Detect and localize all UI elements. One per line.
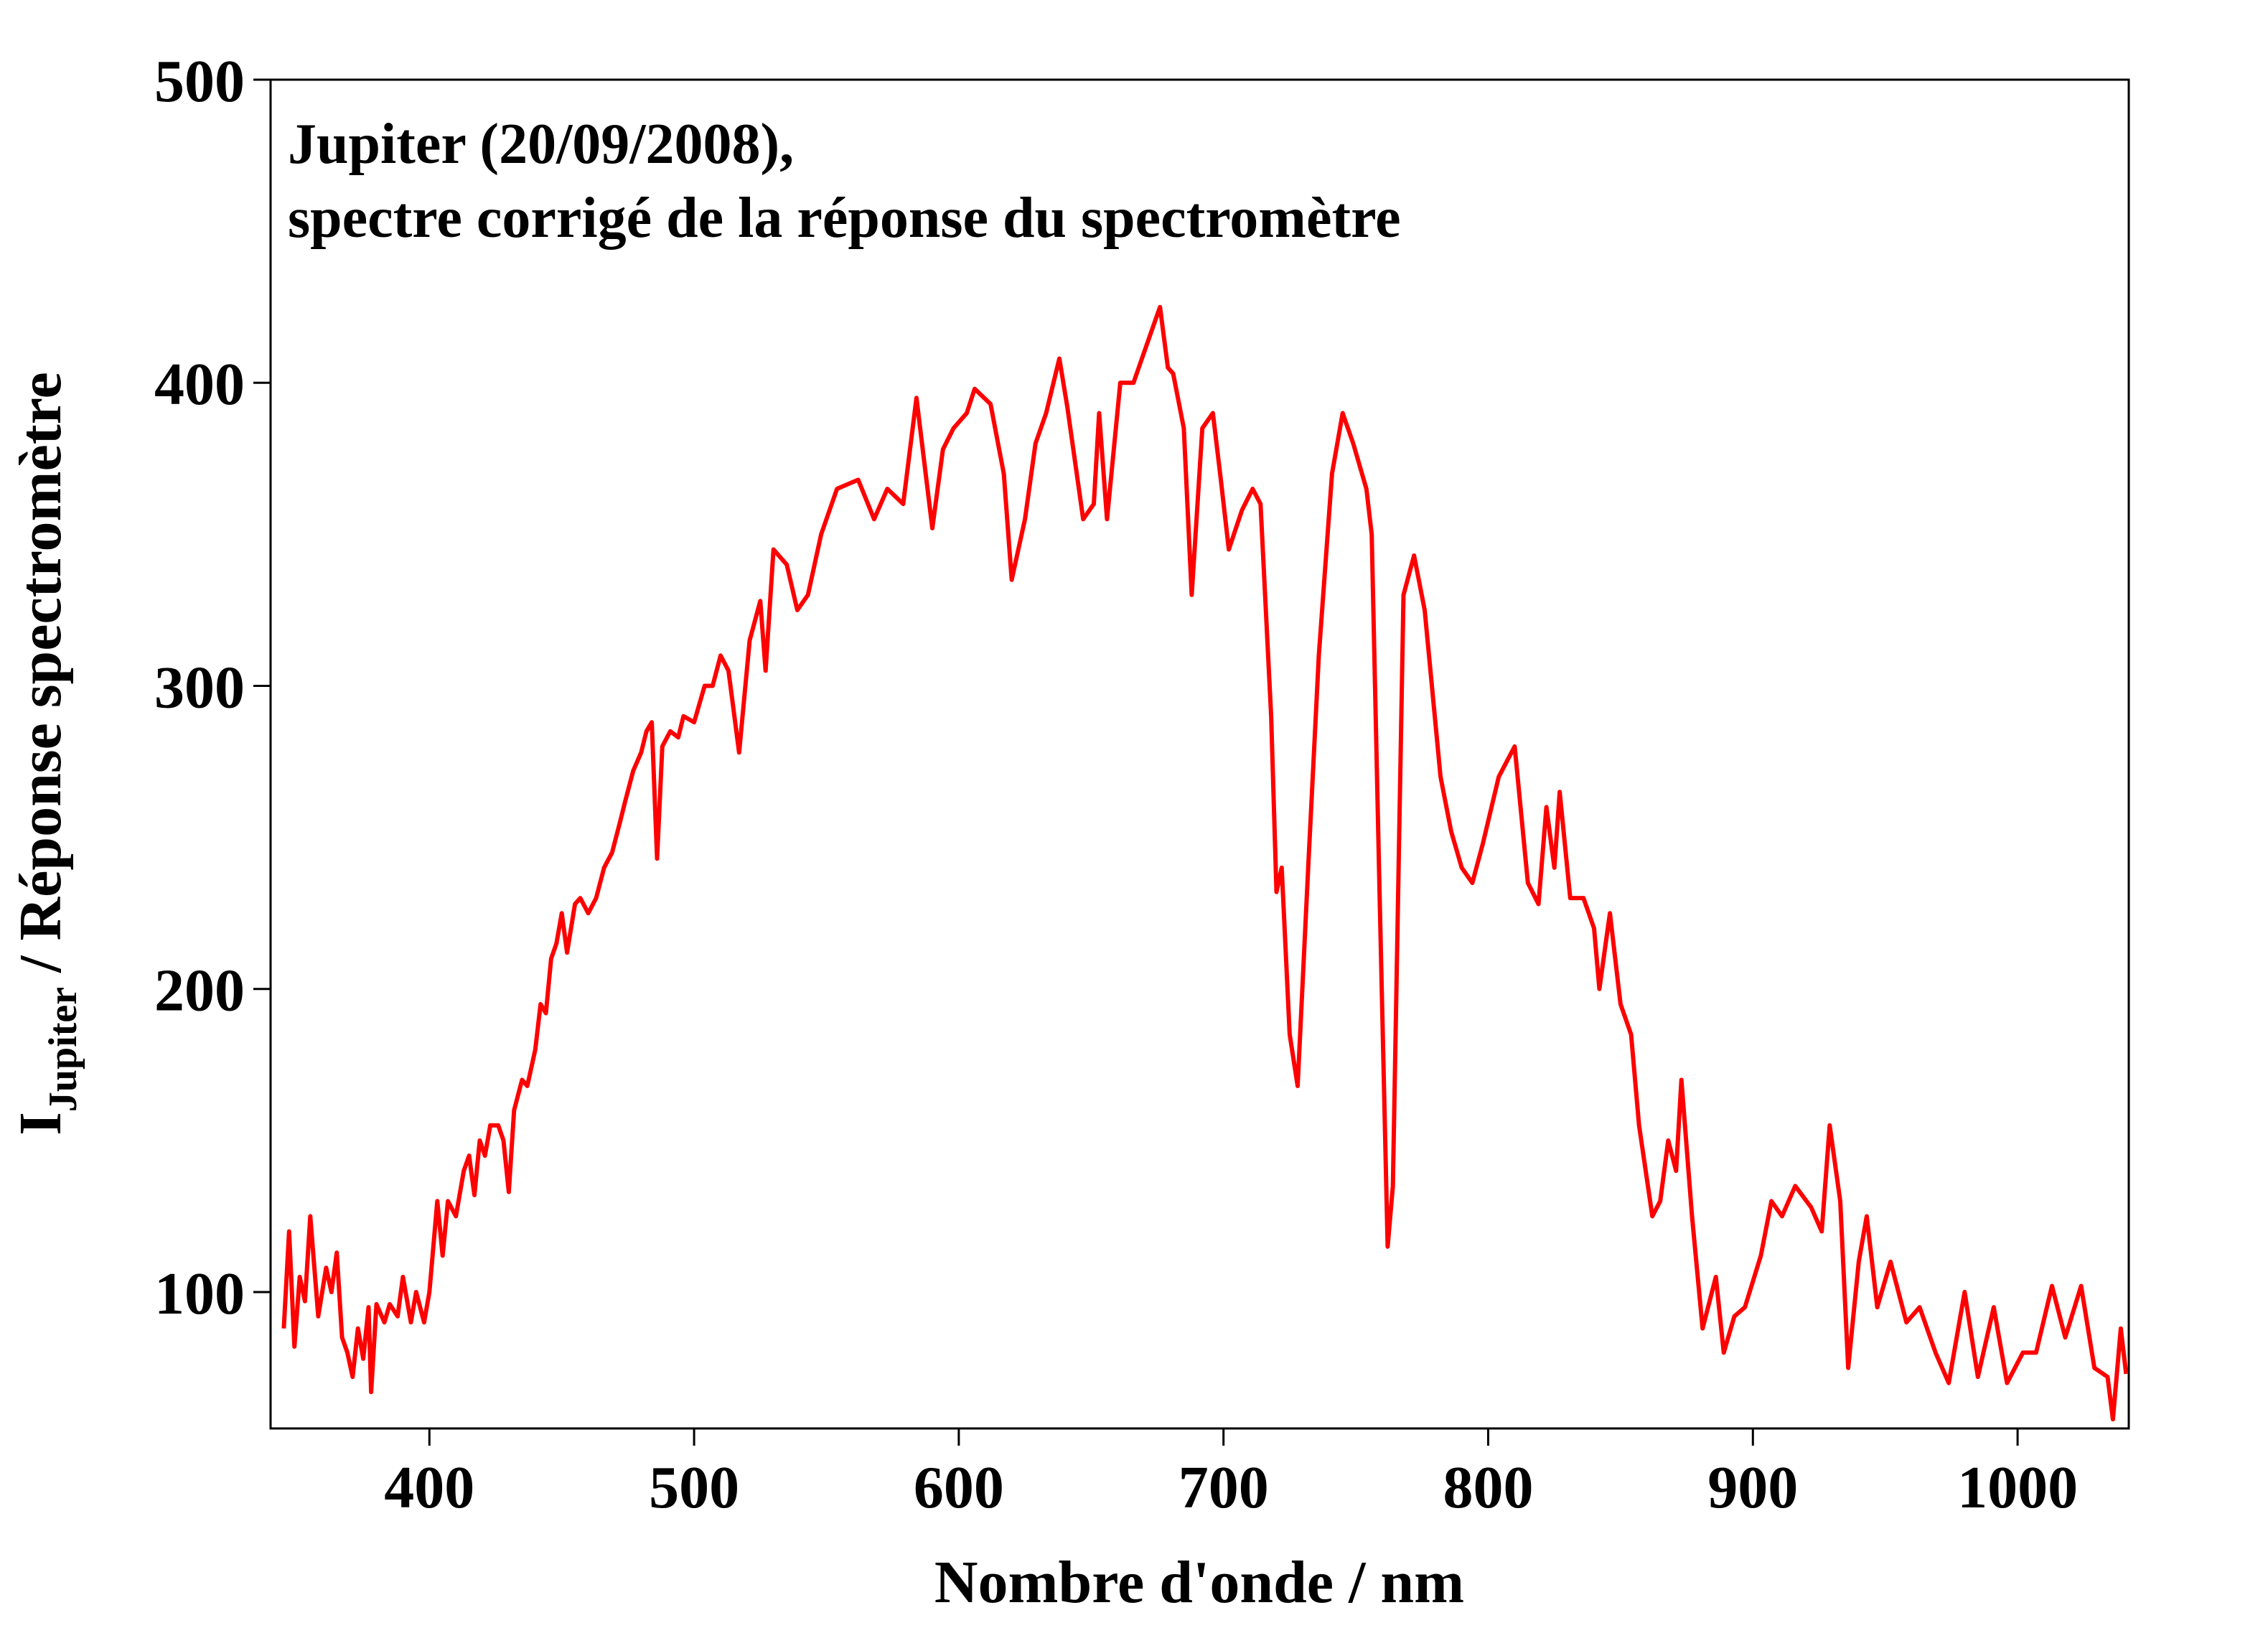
data-line <box>281 304 2129 1422</box>
x-tick-label: 800 <box>1443 1454 1533 1521</box>
y-tick-label: 100 <box>154 1260 245 1327</box>
y-tick-label: 200 <box>154 958 245 1024</box>
x-axis-title: Nombre d'onde / nm <box>934 1549 1464 1616</box>
y-tick-label: 300 <box>154 654 245 721</box>
x-tick-label: 600 <box>914 1454 1004 1521</box>
y-tick-label: 500 <box>154 48 245 115</box>
x-tick-label: 400 <box>384 1454 474 1521</box>
y-axis-title-sub: Jupiter <box>41 987 85 1112</box>
y-axis-title-part: / Réponse spectromètre <box>7 372 74 973</box>
y-tick-label: 400 <box>154 351 245 418</box>
chart-title: Jupiter (20/09/2008), <box>288 113 794 176</box>
x-tick-label: 1000 <box>1957 1454 2078 1521</box>
x-tick-label: 700 <box>1178 1454 1269 1521</box>
y-axis-title: IJupiter / Réponse spectromètre <box>7 372 85 1136</box>
x-tick-label: 500 <box>649 1454 739 1521</box>
chart-title: spectre corrigé de la réponse du spectro… <box>288 187 1401 250</box>
plot-frame <box>269 78 2130 1430</box>
y-axis-title-part: I <box>7 1112 74 1136</box>
x-tick-label: 900 <box>1707 1454 1798 1521</box>
